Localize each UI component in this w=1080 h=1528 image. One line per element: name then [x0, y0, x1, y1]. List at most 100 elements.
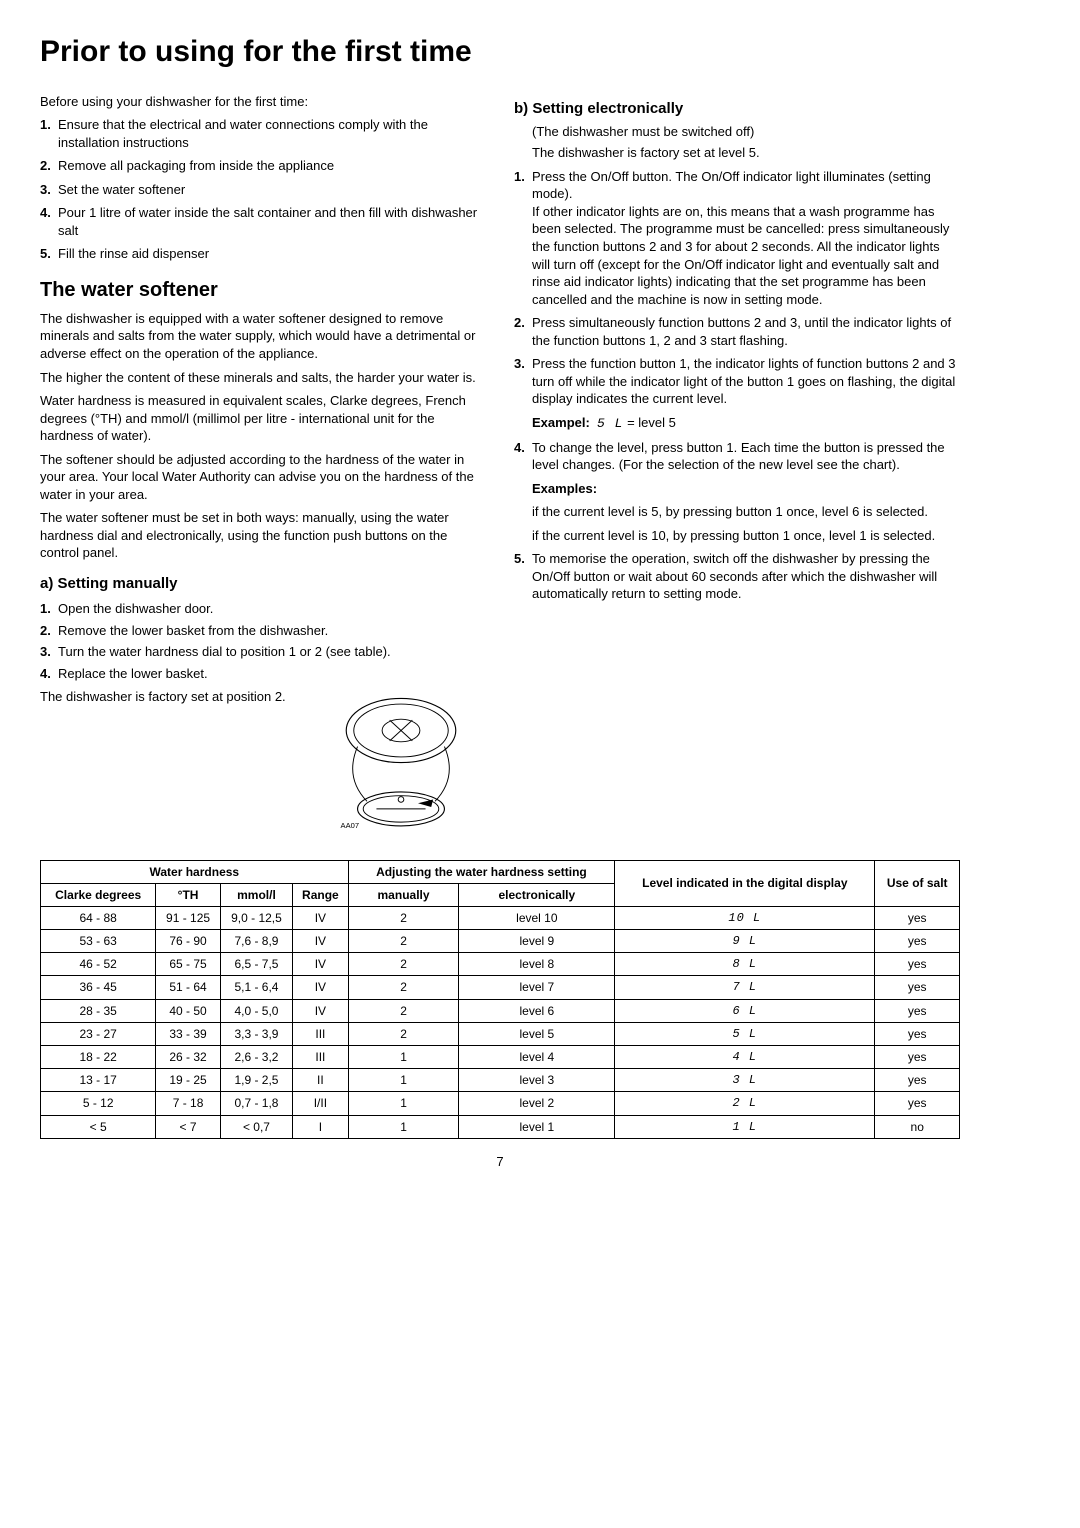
- table-row: 23 - 2733 - 393,3 - 3,9III2level 55 Lyes: [41, 1022, 960, 1045]
- table-cell-display: 10 L: [615, 906, 875, 929]
- table-cell: 2: [348, 999, 459, 1022]
- table-cell: 33 - 39: [156, 1022, 220, 1045]
- example-item: if the current level is 5, by pressing b…: [532, 503, 960, 521]
- table-cell: 5 - 12: [41, 1092, 156, 1115]
- th-range: Range: [293, 883, 348, 906]
- body-text: The water softener must be set in both w…: [40, 509, 486, 562]
- right-column: b) Setting electronically (The dishwashe…: [514, 87, 960, 854]
- table-row: < 5< 7< 0,7I1level 11 Lno: [41, 1115, 960, 1138]
- list-item: Open the dishwasher door.: [40, 600, 486, 618]
- table-cell: 46 - 52: [41, 953, 156, 976]
- table-cell: 9,0 - 12,5: [220, 906, 292, 929]
- electronic-sub1: (The dishwasher must be switched off): [532, 123, 960, 141]
- table-cell: III: [293, 1046, 348, 1069]
- step-text: To change the level, press button 1. Eac…: [532, 440, 945, 473]
- table-cell: 0,7 - 1,8: [220, 1092, 292, 1115]
- table-cell: yes: [875, 930, 960, 953]
- th-level-indicated: Level indicated in the digital display: [615, 860, 875, 906]
- dial-icon: AA07: [316, 688, 486, 849]
- list-item: To memorise the operation, switch off th…: [514, 550, 960, 603]
- body-text: The dishwasher is equipped with a water …: [40, 310, 486, 363]
- body-text: The softener should be adjusted accordin…: [40, 451, 486, 504]
- electronic-sub2: The dishwasher is factory set at level 5…: [532, 144, 960, 162]
- table-cell: level 8: [459, 953, 615, 976]
- table-cell: IV: [293, 999, 348, 1022]
- table-cell: level 3: [459, 1069, 615, 1092]
- table-cell-display: 7 L: [615, 976, 875, 999]
- table-cell: 6,5 - 7,5: [220, 953, 292, 976]
- table-cell: 3,3 - 3,9: [220, 1022, 292, 1045]
- table-cell: yes: [875, 999, 960, 1022]
- table-cell: 64 - 88: [41, 906, 156, 929]
- table-cell: level 1: [459, 1115, 615, 1138]
- examples-label: Examples:: [532, 481, 597, 496]
- manual-heading: a) Setting manually: [40, 574, 486, 594]
- table-cell: 2,6 - 3,2: [220, 1046, 292, 1069]
- th-mmol: mmol/l: [220, 883, 292, 906]
- page-title: Prior to using for the first time: [40, 32, 960, 73]
- th-manually: manually: [348, 883, 459, 906]
- list-item: Remove all packaging from inside the app…: [40, 157, 486, 175]
- table-cell: 7 - 18: [156, 1092, 220, 1115]
- table-cell: 13 - 17: [41, 1069, 156, 1092]
- intro-text: Before using your dishwasher for the fir…: [40, 93, 486, 111]
- table-cell: yes: [875, 953, 960, 976]
- list-item: Pour 1 litre of water inside the salt co…: [40, 204, 486, 239]
- table-cell: IV: [293, 930, 348, 953]
- table-row: 18 - 2226 - 322,6 - 3,2III1level 44 Lyes: [41, 1046, 960, 1069]
- table-cell: level 4: [459, 1046, 615, 1069]
- th-adjusting: Adjusting the water hardness setting: [348, 860, 615, 883]
- table-cell: < 5: [41, 1115, 156, 1138]
- table-cell: level 7: [459, 976, 615, 999]
- table-cell: no: [875, 1115, 960, 1138]
- list-item: Fill the rinse aid dispenser: [40, 245, 486, 263]
- list-item: Press the function button 1, the indicat…: [514, 355, 960, 432]
- table-cell: 2: [348, 976, 459, 999]
- example-label: Exampel:: [532, 415, 590, 430]
- table-row: 28 - 3540 - 504,0 - 5,0IV2level 66 Lyes: [41, 999, 960, 1022]
- table-cell: 1: [348, 1046, 459, 1069]
- step-text: Press the function button 1, the indicat…: [532, 356, 956, 406]
- table-cell: 51 - 64: [156, 976, 220, 999]
- hardness-tbody: 64 - 8891 - 1259,0 - 12,5IV2level 1010 L…: [41, 906, 960, 1138]
- th-water-hardness: Water hardness: [41, 860, 349, 883]
- table-cell: 2: [348, 930, 459, 953]
- table-cell: I/II: [293, 1092, 348, 1115]
- table-cell-display: 9 L: [615, 930, 875, 953]
- table-cell: level 9: [459, 930, 615, 953]
- electronic-heading: b) Setting electronically: [514, 99, 960, 119]
- table-cell: 76 - 90: [156, 930, 220, 953]
- table-cell: 18 - 22: [41, 1046, 156, 1069]
- list-item: Press the On/Off button. The On/Off indi…: [514, 168, 960, 308]
- softener-heading: The water softener: [40, 277, 486, 304]
- th-electronically: electronically: [459, 883, 615, 906]
- table-cell: I: [293, 1115, 348, 1138]
- hardness-table: Water hardness Adjusting the water hardn…: [40, 860, 960, 1139]
- table-cell-display: 4 L: [615, 1046, 875, 1069]
- table-cell: 53 - 63: [41, 930, 156, 953]
- table-cell: 2: [348, 906, 459, 929]
- table-cell: level 2: [459, 1092, 615, 1115]
- table-cell: IV: [293, 953, 348, 976]
- table-cell: 2: [348, 1022, 459, 1045]
- table-cell: 1: [348, 1069, 459, 1092]
- dial-figure: AA07: [316, 688, 486, 853]
- table-cell: 1: [348, 1115, 459, 1138]
- table-cell: 91 - 125: [156, 906, 220, 929]
- list-item: Ensure that the electrical and water con…: [40, 116, 486, 151]
- table-cell: yes: [875, 1022, 960, 1045]
- table-cell: < 0,7: [220, 1115, 292, 1138]
- th-use-salt: Use of salt: [875, 860, 960, 906]
- table-cell: 65 - 75: [156, 953, 220, 976]
- table-cell: 7,6 - 8,9: [220, 930, 292, 953]
- table-cell: 26 - 32: [156, 1046, 220, 1069]
- th-clarke: Clarke degrees: [41, 883, 156, 906]
- manual-steps: Open the dishwasher door. Remove the low…: [40, 600, 486, 682]
- table-cell: 19 - 25: [156, 1069, 220, 1092]
- table-row: 46 - 5265 - 756,5 - 7,5IV2level 88 Lyes: [41, 953, 960, 976]
- step-text: Press the On/Off button. The On/Off indi…: [532, 169, 931, 202]
- list-item: Replace the lower basket.: [40, 665, 486, 683]
- body-text: The higher the content of these minerals…: [40, 369, 486, 387]
- table-cell-display: 2 L: [615, 1092, 875, 1115]
- body-text: Water hardness is measured in equivalent…: [40, 392, 486, 445]
